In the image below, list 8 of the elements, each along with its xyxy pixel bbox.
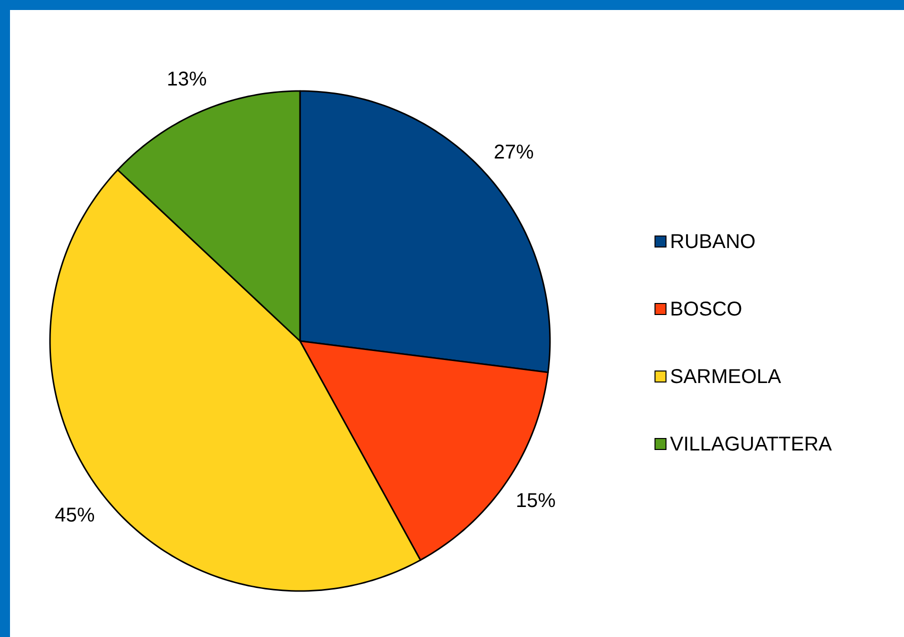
legend-label: BOSCO: [670, 298, 742, 320]
data-label: 13%: [166, 68, 208, 90]
data-label: 15%: [516, 490, 556, 512]
legend-label: SARMEOLA: [670, 366, 782, 388]
legend-label: RUBANO: [670, 231, 756, 253]
legend-label: VILLAGUATTERA: [670, 434, 833, 456]
data-label: 45%: [54, 504, 96, 527]
data-label: 27%: [494, 142, 534, 164]
